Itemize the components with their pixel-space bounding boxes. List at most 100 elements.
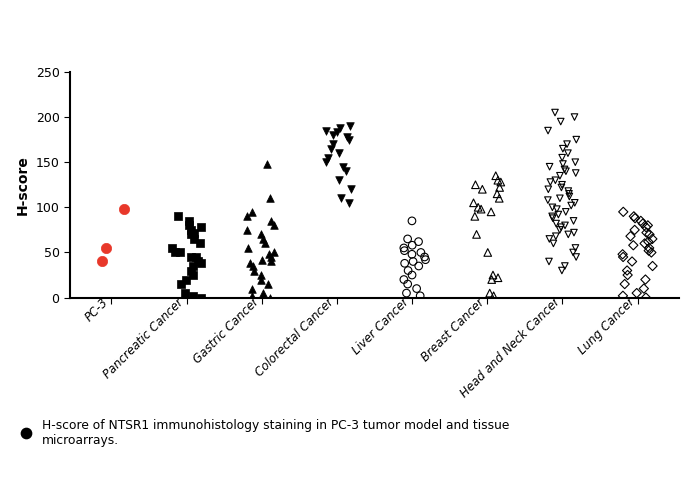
Point — [346, 186, 357, 193]
Point — [637, 220, 648, 228]
Point — [568, 217, 579, 225]
Point — [183, 217, 194, 225]
Point — [550, 176, 561, 184]
Point — [626, 257, 638, 265]
Point — [550, 232, 561, 240]
Point — [564, 192, 575, 200]
Point — [407, 271, 418, 279]
Point — [486, 208, 497, 216]
Point — [344, 136, 355, 144]
Point — [555, 118, 566, 125]
Point — [176, 280, 187, 288]
Point — [342, 133, 353, 141]
Point — [256, 256, 267, 264]
Point — [646, 248, 657, 256]
Point — [264, 294, 275, 302]
Point — [494, 184, 505, 191]
Point — [640, 276, 651, 284]
Point — [640, 294, 652, 302]
Point — [629, 226, 641, 234]
Point — [566, 201, 577, 209]
Point — [622, 266, 633, 274]
Point — [490, 172, 501, 180]
Point — [482, 248, 493, 256]
Point — [406, 250, 417, 258]
Point — [631, 289, 643, 297]
Point — [492, 274, 503, 282]
Point — [268, 221, 279, 229]
Point — [488, 292, 499, 300]
Point — [407, 241, 418, 249]
Point — [340, 167, 351, 175]
Point — [333, 176, 344, 184]
Point — [188, 292, 199, 300]
Point — [617, 253, 629, 261]
Point — [402, 280, 413, 288]
Point — [554, 172, 566, 180]
Point — [547, 203, 558, 211]
Point — [420, 256, 431, 264]
Point — [242, 212, 253, 220]
Point — [628, 212, 639, 220]
Point — [398, 244, 409, 252]
Point — [402, 266, 414, 274]
Text: Gastric Cancer: Gastric Cancer — [191, 296, 262, 367]
Point — [617, 292, 629, 300]
Point — [175, 248, 186, 256]
Point — [617, 250, 628, 258]
Point — [241, 226, 253, 234]
Point — [622, 271, 634, 279]
Point — [413, 262, 424, 270]
Point — [401, 289, 412, 297]
Text: Pancreatic Cancer: Pancreatic Cancer — [102, 296, 186, 381]
Point — [473, 203, 484, 211]
Point — [564, 190, 575, 198]
Point — [641, 229, 652, 237]
Point — [188, 262, 199, 270]
Point — [195, 259, 206, 267]
Point — [184, 221, 195, 229]
Point — [635, 217, 646, 225]
Point — [550, 109, 561, 117]
Point — [486, 276, 497, 284]
Point — [563, 231, 574, 239]
Point — [196, 294, 207, 302]
Point — [495, 178, 506, 186]
Point — [413, 238, 424, 246]
Point — [407, 217, 418, 225]
Point — [100, 244, 111, 252]
Point — [399, 247, 410, 254]
Point — [166, 244, 177, 252]
Point — [475, 205, 486, 213]
Point — [562, 149, 573, 157]
Point — [559, 166, 570, 174]
Point — [569, 113, 580, 121]
Point — [257, 235, 268, 243]
Point — [265, 257, 276, 265]
Point — [402, 235, 413, 243]
Point — [169, 248, 181, 256]
Point — [419, 253, 430, 261]
Point — [244, 259, 256, 267]
Point — [542, 126, 554, 134]
Point — [262, 280, 274, 288]
Point — [266, 253, 277, 261]
Point — [647, 262, 658, 270]
Point — [556, 266, 568, 274]
Point — [551, 220, 562, 228]
Text: Head and Neck Cancer: Head and Neck Cancer — [458, 296, 563, 401]
Point — [557, 160, 568, 168]
Point — [415, 248, 426, 256]
Point — [640, 223, 652, 231]
Point — [328, 140, 339, 148]
Point — [484, 289, 496, 297]
Point — [639, 240, 650, 248]
Point — [119, 205, 130, 213]
Point — [469, 212, 480, 220]
Point — [544, 235, 555, 243]
Point — [628, 241, 639, 249]
Point — [192, 257, 203, 265]
Point — [543, 257, 554, 265]
Point — [554, 194, 566, 202]
Point — [643, 238, 654, 246]
